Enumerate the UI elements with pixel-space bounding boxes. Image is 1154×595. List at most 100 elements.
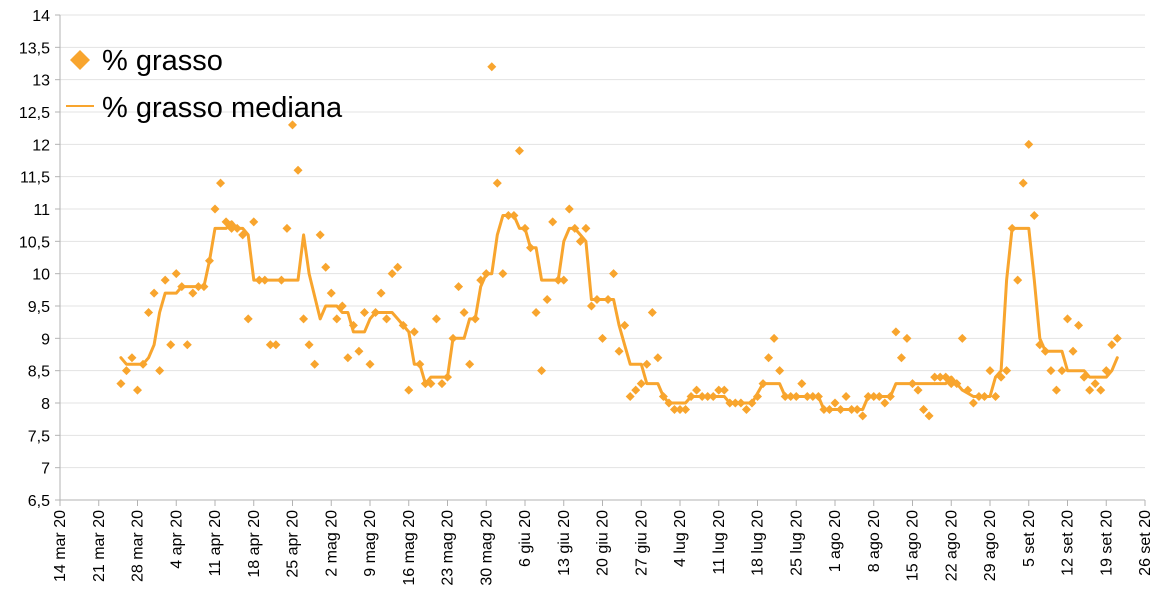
data-point-grasso — [703, 392, 713, 402]
data-point-grasso — [548, 217, 558, 227]
x-tick-label: 18 lug 20 — [750, 510, 767, 576]
data-point-grasso — [149, 288, 159, 298]
data-point-grasso — [293, 165, 303, 175]
data-point-grasso — [791, 392, 801, 402]
data-point-grasso — [979, 392, 989, 402]
x-tick-label: 16 mag 20 — [401, 510, 418, 586]
data-point-grasso — [249, 217, 259, 227]
data-point-grasso — [526, 243, 536, 253]
data-point-grasso — [780, 392, 790, 402]
data-point-grasso — [238, 230, 248, 240]
data-point-grasso — [498, 269, 508, 279]
data-point-grasso — [719, 385, 729, 395]
data-point-grasso — [564, 204, 574, 214]
data-point-grasso — [420, 379, 430, 389]
data-point-grasso — [1051, 385, 1061, 395]
x-tick-label: 25 lug 20 — [788, 510, 805, 576]
data-point-grasso — [1085, 385, 1095, 395]
x-tick-label: 28 mar 20 — [130, 510, 147, 582]
y-tick-label: 13,5 — [19, 40, 50, 57]
data-point-grasso — [603, 295, 613, 305]
y-tick-label: 10,5 — [19, 234, 50, 251]
data-point-grasso — [681, 404, 691, 414]
data-point-grasso — [121, 366, 131, 376]
data-point-grasso — [138, 359, 148, 369]
data-point-grasso — [991, 392, 1001, 402]
data-point-grasso — [443, 372, 452, 382]
data-point-grasso — [492, 178, 502, 188]
x-tick-label: 4 lug 20 — [672, 510, 689, 567]
data-point-grasso — [1068, 346, 1078, 356]
data-point-grasso — [941, 372, 951, 382]
data-point-grasso — [830, 398, 840, 408]
data-point-grasso — [708, 392, 718, 402]
data-point-grasso — [620, 320, 630, 330]
y-tick-label: 11,5 — [20, 170, 50, 187]
data-point-grasso — [952, 379, 962, 389]
data-point-grasso — [365, 359, 375, 369]
data-point-grasso — [769, 333, 779, 343]
data-point-grasso — [398, 320, 408, 330]
y-tick-label: 8 — [41, 396, 50, 413]
x-tick-label: 21 mar 20 — [91, 510, 108, 582]
x-tick-label: 5 set 20 — [1021, 510, 1038, 567]
data-point-grasso — [204, 256, 214, 266]
data-point-grasso — [1107, 340, 1117, 350]
x-tick-label: 13 giu 20 — [556, 510, 573, 576]
data-point-grasso — [924, 411, 934, 421]
data-point-grasso — [454, 282, 464, 292]
legend-item-grasso: % grasso — [70, 45, 223, 77]
data-point-grasso — [1029, 210, 1039, 220]
axes — [55, 14, 1146, 506]
data-point-grasso — [1046, 366, 1056, 376]
data-point-grasso — [614, 346, 624, 356]
data-point-grasso — [824, 404, 834, 414]
data-point-grasso — [127, 353, 137, 363]
data-point-grasso — [874, 392, 884, 402]
x-tick-label: 18 apr 20 — [246, 510, 263, 578]
data-point-grasso — [431, 314, 441, 324]
data-point-grasso — [885, 392, 895, 402]
data-point-grasso — [675, 404, 685, 414]
data-point-grasso — [935, 372, 945, 382]
data-point-grasso — [598, 333, 607, 343]
data-point-grasso — [437, 379, 447, 389]
data-point-grasso — [337, 301, 347, 311]
x-tick-label: 30 mag 20 — [478, 510, 495, 586]
data-point-grasso — [520, 223, 530, 233]
data-point-grasso — [581, 223, 591, 233]
data-point-grasso — [254, 275, 264, 285]
data-point-grasso — [1079, 372, 1089, 382]
data-point-grasso — [326, 288, 336, 298]
data-point-grasso — [182, 340, 192, 350]
data-point-grasso — [348, 320, 358, 330]
data-point-grasso — [808, 392, 818, 402]
data-point-grasso — [210, 204, 220, 214]
x-tick-label: 15 ago 20 — [905, 510, 922, 581]
data-point-grasso — [216, 178, 226, 188]
data-point-grasso — [382, 314, 392, 324]
data-point-grasso — [265, 340, 275, 350]
data-point-grasso — [968, 398, 978, 408]
data-point-grasso — [166, 340, 176, 350]
data-point-grasso — [1074, 320, 1084, 330]
x-tick-label: 4 apr 20 — [168, 510, 185, 569]
x-tick-label: 8 ago 20 — [866, 510, 883, 572]
data-point-grasso — [542, 295, 552, 305]
data-point-grasso — [625, 392, 635, 402]
legend-label-mediana: % grasso mediana — [102, 92, 343, 124]
data-point-grasso — [531, 307, 541, 317]
data-point-grasso — [1101, 366, 1111, 376]
data-point-grasso — [221, 217, 231, 227]
y-tick-label: 7 — [41, 461, 50, 478]
data-point-grasso — [714, 385, 724, 395]
y-tick-label: 10 — [32, 267, 50, 284]
x-tick-label: 26 set 20 — [1137, 510, 1154, 576]
x-tick-label: 27 giu 20 — [633, 510, 650, 576]
data-point-grasso — [193, 282, 203, 292]
y-tick-label: 14 — [32, 8, 50, 25]
data-point-grasso — [741, 404, 751, 414]
data-point-grasso — [1024, 139, 1034, 149]
data-point-grasso — [404, 385, 414, 395]
